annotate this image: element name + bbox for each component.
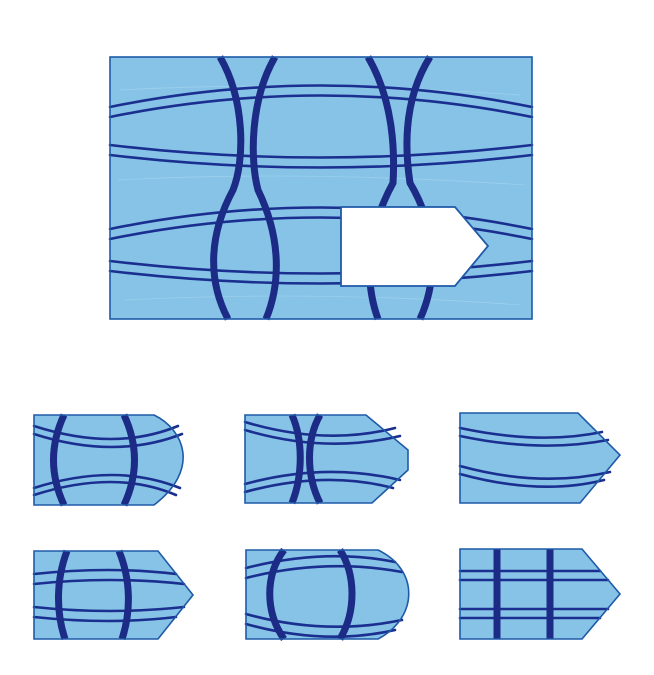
option-1[interactable] [32, 413, 184, 507]
option-6[interactable] [458, 548, 622, 640]
main-horizontal-lines [108, 84, 534, 285]
main-pattern-panel [108, 55, 534, 321]
option-2[interactable] [243, 413, 409, 505]
option-3[interactable] [458, 412, 622, 504]
option-5[interactable] [244, 547, 410, 642]
missing-piece-slot [340, 206, 490, 287]
option-4[interactable] [32, 549, 195, 641]
